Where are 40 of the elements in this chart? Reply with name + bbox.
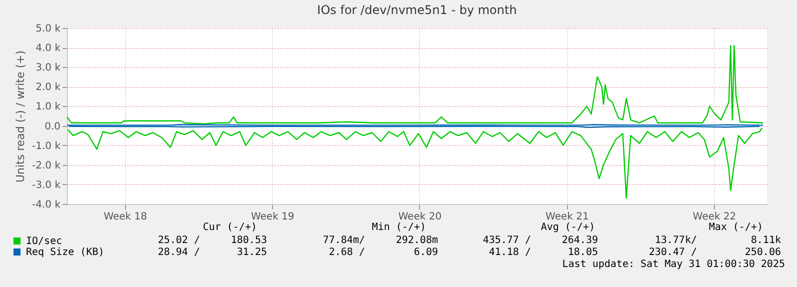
text: 180.53 xyxy=(230,235,267,247)
y-tick-label: 3.0 k xyxy=(36,62,61,74)
text: 230.47 / xyxy=(648,247,697,259)
legend-label: Req Size (KB) xyxy=(26,247,104,258)
text: 2.68 / xyxy=(328,247,365,259)
x-tick-label: Week 21 xyxy=(546,212,589,222)
y-tick-label: 2.0 k xyxy=(36,82,61,94)
text: 250.06 xyxy=(744,247,781,259)
chart-title: IOs for /dev/nvme5n1 - by month xyxy=(317,3,517,17)
y-axis-title: Units read (-) / write (+) xyxy=(14,50,28,183)
text: 264.39 xyxy=(562,235,598,247)
y-tick-label: 0.0 xyxy=(44,121,60,132)
x-tick-label: Week 19 xyxy=(250,212,294,222)
y-tick-label: -1.0 k xyxy=(32,140,61,152)
text: Cur (-/+) xyxy=(202,222,257,234)
text: Avg (-/+) xyxy=(540,222,595,234)
y-tick-label: -3.0 k xyxy=(32,180,61,191)
text: 13.77k/ xyxy=(654,235,697,247)
y-tick-label: -4.0 k xyxy=(32,200,61,210)
text: 25.02 / xyxy=(158,235,200,247)
text: 435.77 / xyxy=(482,235,531,247)
text: Max (-/+) xyxy=(708,222,763,234)
text: 18.05 xyxy=(568,247,598,259)
text: 31.25 xyxy=(236,247,267,259)
text: 77.84m/ xyxy=(322,235,365,247)
text: 41.18 / xyxy=(488,247,531,259)
y-tick-label: -2.0 k xyxy=(32,160,61,172)
text: Min (-/+) xyxy=(372,222,426,234)
legend-label: IO/sec xyxy=(26,236,62,247)
y-tick-label: 1.0 k xyxy=(36,102,61,113)
x-tick-label: Week 22 xyxy=(692,212,736,222)
x-tick-label: Week 18 xyxy=(104,212,148,222)
text: 8.11k xyxy=(750,235,781,247)
x-tick-label: Week 20 xyxy=(398,212,442,222)
text: 292.08m xyxy=(396,235,438,247)
y-tick-label: 4.0 k xyxy=(36,43,61,54)
text: 28.94 / xyxy=(158,247,200,259)
text: Last update: Sat May 31 01:00:30 2025 xyxy=(562,259,785,271)
text: 6.09 xyxy=(414,247,438,259)
y-tick-label: 5.0 k xyxy=(36,24,61,34)
